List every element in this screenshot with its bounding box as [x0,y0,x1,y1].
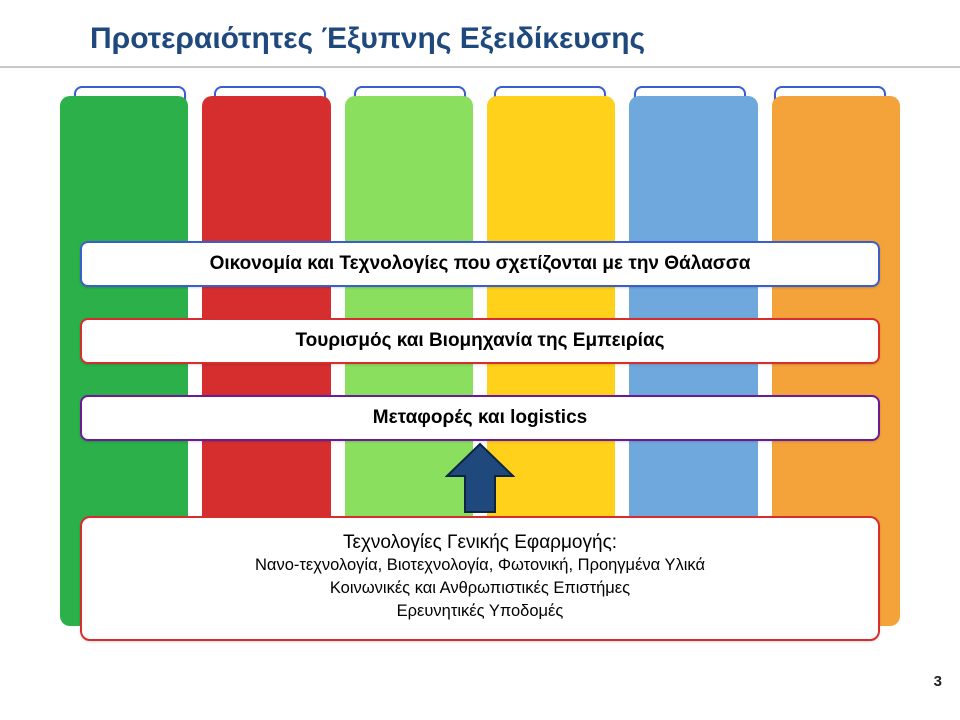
band-logistics: Μεταφορές και logistics [80,395,880,441]
band-tourism: Τουρισμός και Βιομηχανία της Εμπειρίας [80,318,880,364]
slide-title: Προτεραιότητες Έξυπνης Εξειδίκευσης [90,22,920,56]
up-arrow-icon [445,442,515,519]
arrow-shape [447,444,513,512]
band-text: Μεταφορές και logistics [373,407,587,428]
bottom-line-3: Ερευνητικές Υποδομές [94,600,866,623]
band-text: Τουρισμός και Βιομηχανία της Εμπειρίας [295,330,664,351]
arrow-svg [445,442,515,514]
bottom-title: Τεχνολογίες Γενικής Εφαρμογής: [94,532,866,554]
diagram-canvas: Αγρο-Επιστήμες&ΤεχνολογίεςΤροφίμων Ενεργ… [0,86,960,696]
bottom-line-2: Κοινωνικές και Ανθρωπιστικές Επιστήμες [94,577,866,600]
title-region: Προτεραιότητες Έξυπνης Εξειδίκευσης [0,0,960,68]
band-sea: Οικονομία και Τεχνολογίες που σχετίζοντα… [80,241,880,287]
bottom-line-1: Νανο-τεχνολογία, Βιοτεχνολογία, Φωτονική… [94,554,866,577]
page-number: 3 [934,673,942,690]
band-text: Οικονομία και Τεχνολογίες που σχετίζοντα… [210,253,751,274]
bottom-box: Τεχνολογίες Γενικής Εφαρμογής: Νανο-τεχν… [80,516,880,641]
